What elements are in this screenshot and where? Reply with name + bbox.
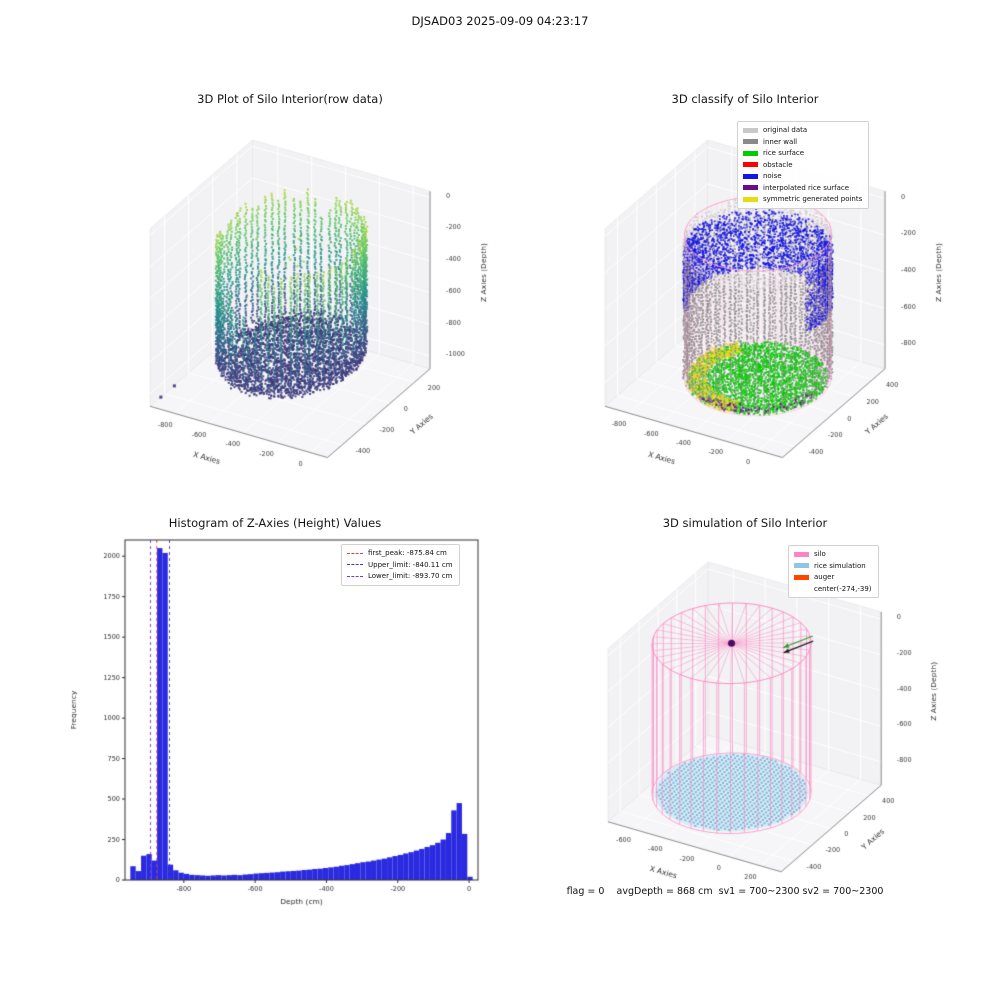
legend-item: rice surface: [743, 148, 862, 159]
legend-label: noise: [763, 172, 782, 181]
legend-classify: original data inner wall rice surface obsta…: [737, 121, 870, 209]
legend-swatch: [743, 196, 758, 202]
status-text: flag = 0 avgDepth = 868 cm sv1 = 700~230…: [566, 886, 884, 897]
legend-item: original data: [743, 125, 862, 136]
raw-3d-plot-canvas: [65, 110, 515, 503]
panel-raw-3d: 3D Plot of Silo Interior(row data): [65, 88, 515, 503]
legend-label: Lower_limit: -893.70 cm: [368, 572, 453, 581]
legend-label: first_peak: -875.84 cm: [368, 549, 447, 558]
legend-swatch: [794, 563, 809, 569]
legend-item: inner wall: [743, 137, 862, 148]
legend-swatch: [743, 150, 758, 156]
legend-swatch: [743, 139, 758, 145]
legend-label: inner wall: [763, 137, 798, 146]
panel-histogram-title: Histogram of Z-Axies (Height) Values: [168, 516, 382, 530]
legend-swatch: [743, 173, 758, 179]
legend-item: silo: [794, 549, 872, 560]
legend-label: auger: [814, 573, 835, 582]
legend-item: Upper_limit: -840.11 cm: [347, 560, 453, 571]
legend-histogram: first_peak: -875.84 cm Upper_limit: -840.…: [341, 544, 460, 586]
legend-label: original data: [763, 126, 808, 135]
legend-swatch: [794, 551, 809, 557]
legend-label: Upper_limit: -840.11 cm: [368, 560, 453, 569]
legend-item: symmetric generated points: [743, 194, 862, 205]
legend-swatch: [347, 564, 363, 566]
legend-item: interpolated rice surface: [743, 183, 862, 194]
legend-item: rice simulation: [794, 561, 872, 572]
legend-swatch: [743, 127, 758, 133]
panel-classify-title: 3D classify of Silo Interior: [671, 92, 819, 106]
legend-item: obstacle: [743, 160, 862, 171]
legend-item: auger: [794, 572, 872, 583]
panel-simulation-3d: 3D simulation of Silo Interior: [520, 512, 970, 924]
legend-swatch: [794, 586, 809, 591]
legend-label: symmetric generated points: [763, 195, 863, 204]
legend-label: center(-274,-39): [814, 584, 872, 593]
legend-label: interpolated rice surface: [763, 183, 850, 192]
panel-simulation-title: 3D simulation of Silo Interior: [662, 516, 828, 530]
legend-item: Lower_limit: -893.70 cm: [347, 571, 453, 582]
legend-label: obstacle: [763, 160, 793, 169]
simulation-3d-plot-canvas: [520, 534, 970, 924]
legend-item: first_peak: -875.84 cm: [347, 548, 453, 559]
figure-title: DJSAD03 2025-09-09 04:23:17: [411, 14, 589, 28]
legend-swatch: [794, 574, 809, 580]
legend-label: silo: [814, 550, 826, 559]
legend-swatch: [743, 185, 758, 191]
legend-item: noise: [743, 171, 862, 182]
panel-raw-title: 3D Plot of Silo Interior(row data): [197, 92, 383, 106]
histogram-canvas: [60, 528, 490, 928]
legend-label: rice simulation: [814, 561, 866, 570]
legend-label: rice surface: [763, 149, 805, 158]
legend-item: center(-274,-39): [794, 584, 872, 595]
legend-swatch: [347, 552, 363, 554]
legend-swatch: [743, 162, 758, 168]
legend-swatch: [347, 575, 363, 577]
panel-histogram: Histogram of Z-Axies (Height) Values: [60, 512, 490, 937]
legend-simulation: silo rice simulation auger center(-274,-39): [788, 545, 879, 598]
